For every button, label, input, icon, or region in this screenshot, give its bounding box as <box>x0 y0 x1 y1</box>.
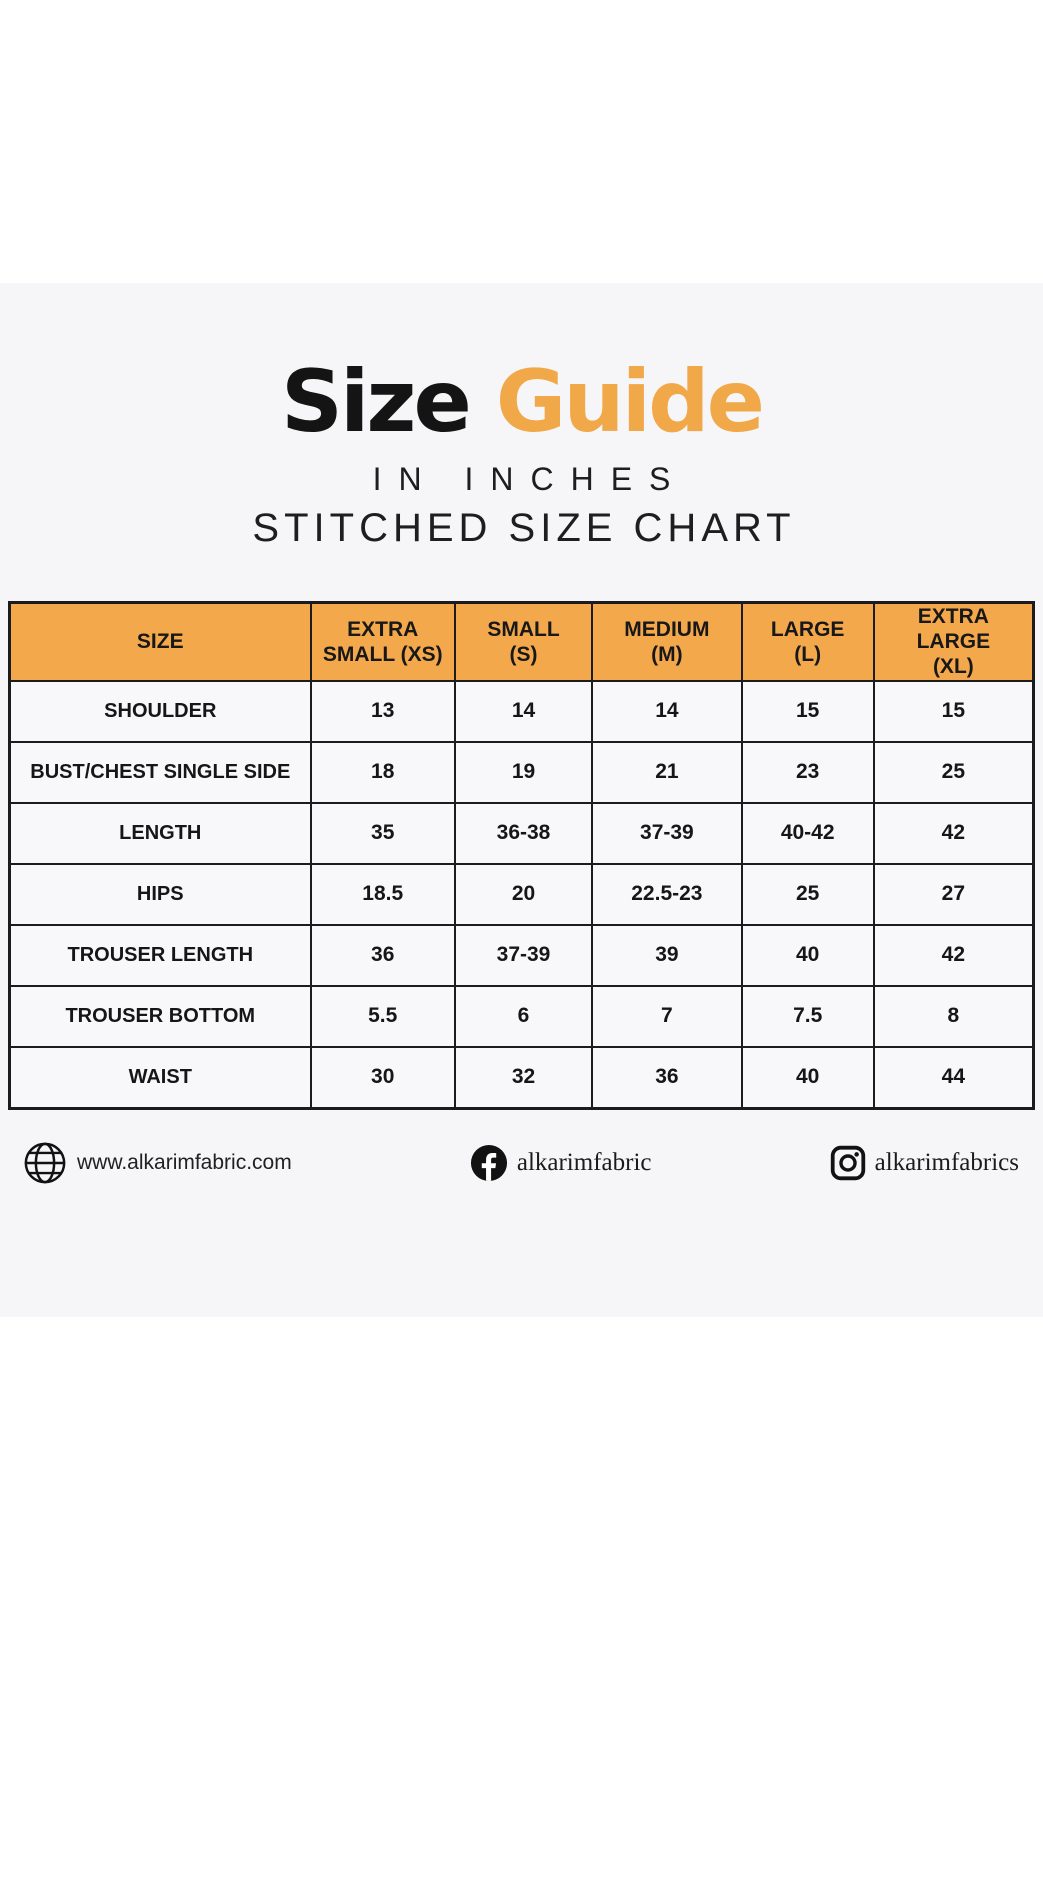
column-header: EXTRA LARGE (XL) <box>872 601 1035 682</box>
globe-icon <box>22 1140 68 1186</box>
row-label: SHOULDER <box>8 679 312 743</box>
size-value: 25 <box>740 862 875 926</box>
header-row: SIZE EXTRA SMALL (XS) SMALL (S) MEDIUM (M) LARG… <box>8 601 1035 682</box>
size-value: 14 <box>453 679 594 743</box>
size-value: 15 <box>872 679 1035 743</box>
table-row: WAIST 30 32 36 40 44 <box>8 1045 1035 1110</box>
instagram-item: alkarimfabrics <box>830 1145 1019 1181</box>
size-value: 20 <box>453 862 594 926</box>
facebook-item: alkarimfabric <box>470 1144 652 1182</box>
size-value: 40 <box>740 1045 875 1110</box>
column-header: LARGE (L) <box>740 601 875 682</box>
size-value: 44 <box>872 1045 1035 1110</box>
website-item: www.alkarimfabric.com <box>22 1140 292 1186</box>
size-value: 15 <box>740 679 875 743</box>
facebook-handle: alkarimfabric <box>516 1148 652 1176</box>
column-header: SIZE <box>8 601 312 682</box>
size-value: 18 <box>309 740 456 804</box>
size-value: 18.5 <box>309 862 456 926</box>
content-band: Size Guide IN INCHES STITCHED SIZE CHART… <box>0 283 1043 1317</box>
title-word-size: Size <box>281 352 472 452</box>
size-value: 6 <box>453 984 594 1048</box>
size-value: 40-42 <box>740 801 875 865</box>
size-value: 30 <box>309 1045 456 1110</box>
size-value: 42 <box>872 923 1035 987</box>
table-body: SHOULDER 13 14 14 15 15 BUST/CHEST SINGLE SIDE… <box>8 679 1035 1110</box>
size-value: 5.5 <box>309 984 456 1048</box>
size-value: 21 <box>591 740 743 804</box>
size-value: 14 <box>591 679 743 743</box>
size-value: 36-38 <box>453 801 594 865</box>
row-label: BUST/CHEST SINGLE SIDE <box>8 740 312 804</box>
size-value: 25 <box>872 740 1035 804</box>
instagram-icon <box>830 1145 866 1181</box>
row-label: TROUSER LENGTH <box>8 923 312 987</box>
table-row: TROUSER BOTTOM 5.5 6 7 7.5 8 <box>8 984 1035 1048</box>
page-title: Size Guide <box>0 359 1043 445</box>
size-value: 32 <box>453 1045 594 1110</box>
size-value: 27 <box>872 862 1035 926</box>
size-value: 37-39 <box>591 801 743 865</box>
subtitle-in-inches: IN INCHES <box>372 461 688 497</box>
facebook-icon <box>470 1144 508 1182</box>
column-header: MEDIUM (M) <box>591 601 743 682</box>
size-value: 40 <box>740 923 875 987</box>
size-value: 13 <box>309 679 456 743</box>
footer: www.alkarimfabric.com alkarimfabric <box>22 1140 1019 1186</box>
row-label: HIPS <box>8 862 312 926</box>
table-row: LENGTH 35 36-38 37-39 40-42 42 <box>8 801 1035 865</box>
table-row: SHOULDER 13 14 14 15 15 <box>8 679 1035 743</box>
size-value: 22.5-23 <box>591 862 743 926</box>
size-value: 37-39 <box>453 923 594 987</box>
size-value: 19 <box>453 740 594 804</box>
row-label: LENGTH <box>8 801 312 865</box>
size-value: 23 <box>740 740 875 804</box>
size-value: 39 <box>591 923 743 987</box>
table-row: TROUSER LENGTH 36 37-39 39 40 42 <box>8 923 1035 987</box>
table-head: SIZE EXTRA SMALL (XS) SMALL (S) MEDIUM (M) LARG… <box>8 601 1035 682</box>
size-value: 8 <box>872 984 1035 1048</box>
row-label: TROUSER BOTTOM <box>8 984 312 1048</box>
instagram-handle: alkarimfabrics <box>874 1148 1019 1176</box>
size-value: 7.5 <box>740 984 875 1048</box>
column-header: EXTRA SMALL (XS) <box>309 601 456 682</box>
website-url: www.alkarimfabric.com <box>77 1150 292 1174</box>
title-word-guide: Guide <box>495 352 765 452</box>
subtitle-stitched-size-chart: STITCHED SIZE CHART <box>252 506 796 550</box>
size-value: 36 <box>591 1045 743 1110</box>
size-chart-table: SIZE EXTRA SMALL (XS) SMALL (S) MEDIUM (M) LARG… <box>8 601 1035 1110</box>
size-value: 7 <box>591 984 743 1048</box>
table-row: BUST/CHEST SINGLE SIDE 18 19 21 23 25 <box>8 740 1035 804</box>
table-row: HIPS 18.5 20 22.5-23 25 27 <box>8 862 1035 926</box>
row-label: WAIST <box>8 1045 312 1110</box>
title-block: Size Guide IN INCHES STITCHED SIZE CHART <box>0 283 1043 551</box>
column-header: SMALL (S) <box>453 601 594 682</box>
size-value: 36 <box>309 923 456 987</box>
size-value: 35 <box>309 801 456 865</box>
size-value: 42 <box>872 801 1035 865</box>
